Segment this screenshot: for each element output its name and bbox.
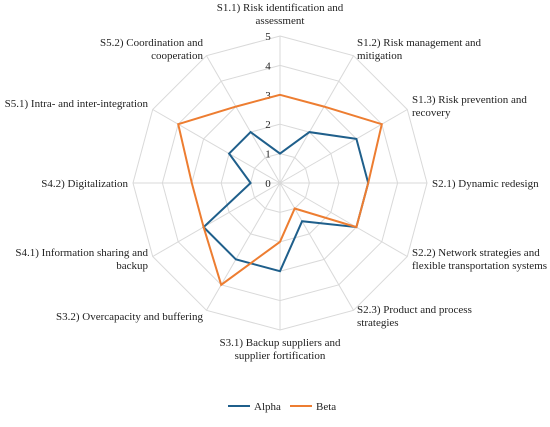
axis-spoke <box>206 182 281 311</box>
radial-tick-label: 5 <box>265 31 271 43</box>
axis-spoke <box>279 109 408 184</box>
radial-tick-label: 0 <box>265 178 271 190</box>
series-line-beta <box>177 93 383 287</box>
category-label: S5.1) Intra- and inter-integration <box>5 98 149 110</box>
axis-spoke <box>279 182 408 257</box>
category-label: S3.1) Backup suppliers and supplier forti… <box>220 337 341 362</box>
axis-spoke <box>152 182 281 257</box>
category-label: S4.2) Digitalization <box>41 178 128 190</box>
radial-tick-label: 1 <box>265 149 271 161</box>
category-labels: S1.1) Risk identification and assessment S… <box>5 2 547 362</box>
category-label: S1.2) Risk management and mitigation <box>357 37 482 62</box>
category-label: S1.1) Risk identification and assessment <box>217 2 344 27</box>
category-label: S2.1) Dynamic redesign <box>432 178 539 190</box>
category-label: S5.2) Coordination and cooperation <box>100 37 203 62</box>
category-label: S1.3) Risk prevention and recovery <box>412 94 527 119</box>
radial-tick-label: 2 <box>265 119 271 131</box>
radial-tick-label: 4 <box>265 60 271 72</box>
legend-label-alpha: Alpha <box>254 401 281 413</box>
series-line-alpha <box>202 130 370 273</box>
category-label: S2.2) Network strategies and flexible tra… <box>412 247 547 272</box>
axis-spoke <box>279 55 354 184</box>
axis-spoke <box>279 182 354 311</box>
radial-tick-label: 3 <box>265 90 271 102</box>
category-label: S2.3) Product and process strategies <box>357 304 472 329</box>
category-label: S4.1) Information sharing and backup <box>15 247 148 272</box>
radar-series <box>177 93 383 287</box>
axis-spoke <box>206 55 281 184</box>
category-label: S3.2) Overcapacity and buffering <box>56 311 204 323</box>
axis-spoke <box>152 109 281 184</box>
radar-axes <box>133 36 427 330</box>
radial-tick-labels: 0 1 2 3 4 5 <box>265 31 271 190</box>
legend-label-beta: Beta <box>316 401 336 413</box>
legend: Alpha Beta <box>228 401 336 413</box>
